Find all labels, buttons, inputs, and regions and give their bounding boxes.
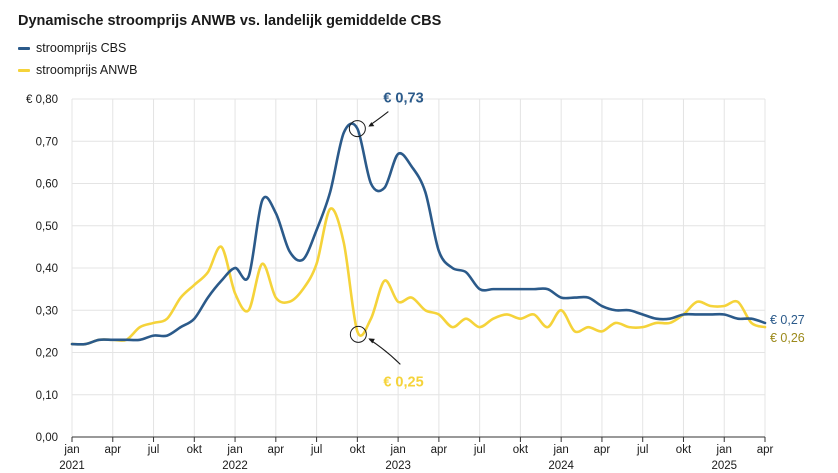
x-tick-label: apr: [757, 444, 774, 456]
x-tick-label: jul: [310, 444, 323, 456]
series-line-cbs: [70, 122, 767, 346]
annotation-arrow-dip: [369, 338, 401, 365]
x-tick-label: jan: [226, 444, 242, 456]
x-tick-label: jan: [716, 444, 732, 456]
annotation-arrowhead-peak: [368, 122, 375, 127]
y-tick-label: 0,20: [36, 348, 58, 360]
x-tick-label: okt: [350, 444, 366, 456]
x-tick-label: jul: [636, 444, 649, 456]
end-label-cbs: € 0,27: [770, 313, 805, 327]
y-tick-label: 0,10: [36, 390, 58, 402]
y-tick-label: 0,40: [36, 263, 58, 275]
x-tick-label: jan: [63, 444, 79, 456]
end-label-anwb: € 0,26: [770, 331, 805, 345]
legend-label-anwb: stroomprijs ANWB: [36, 63, 138, 77]
x-tick-label: jan: [389, 444, 405, 456]
x-tick-label: jan: [552, 444, 568, 456]
y-tick-label: 0,00: [36, 432, 58, 444]
x-tick-label: jul: [473, 444, 486, 456]
y-tick-label: 0,30: [36, 305, 58, 317]
series-line-anwb: [70, 207, 767, 346]
x-tick-year: 2022: [222, 460, 248, 472]
legend-item-cbs: stroomprijs CBS: [18, 41, 126, 55]
x-tick-label: okt: [513, 444, 529, 456]
x-tick-year: 2025: [711, 460, 737, 472]
chart-title: Dynamische stroomprijs ANWB vs. landelij…: [18, 13, 442, 29]
annotation-label-peak: € 0,73: [383, 91, 423, 107]
x-tick-year: 2021: [59, 460, 85, 472]
x-tick-label: apr: [594, 444, 611, 456]
legend-swatch-cbs: [18, 46, 30, 50]
annotation-label-dip: € 0,25: [383, 374, 423, 390]
y-tick-label: € 0,80: [26, 94, 58, 106]
annotation-circle-peak: [348, 120, 366, 138]
y-tick-label: 0,70: [36, 136, 58, 148]
x-tick-year: 2023: [385, 460, 411, 472]
x-tick-label: jul: [147, 444, 160, 456]
x-tick-label: apr: [268, 444, 285, 456]
annotation-arrowhead-dip: [368, 338, 375, 344]
x-tick-label: okt: [187, 444, 203, 456]
legend-item-anwb: stroomprijs ANWB: [18, 63, 137, 77]
x-tick-label: apr: [104, 444, 121, 456]
legend-swatch-anwb: [18, 68, 30, 72]
y-tick-label: 0,50: [36, 221, 58, 233]
x-tick-year: 2024: [548, 460, 574, 472]
y-tick-label: 0,60: [36, 179, 58, 191]
x-tick-label: apr: [431, 444, 448, 456]
annotation-circle-dip: [349, 325, 367, 343]
x-tick-label: okt: [676, 444, 692, 456]
legend-label-cbs: stroomprijs CBS: [36, 41, 127, 55]
